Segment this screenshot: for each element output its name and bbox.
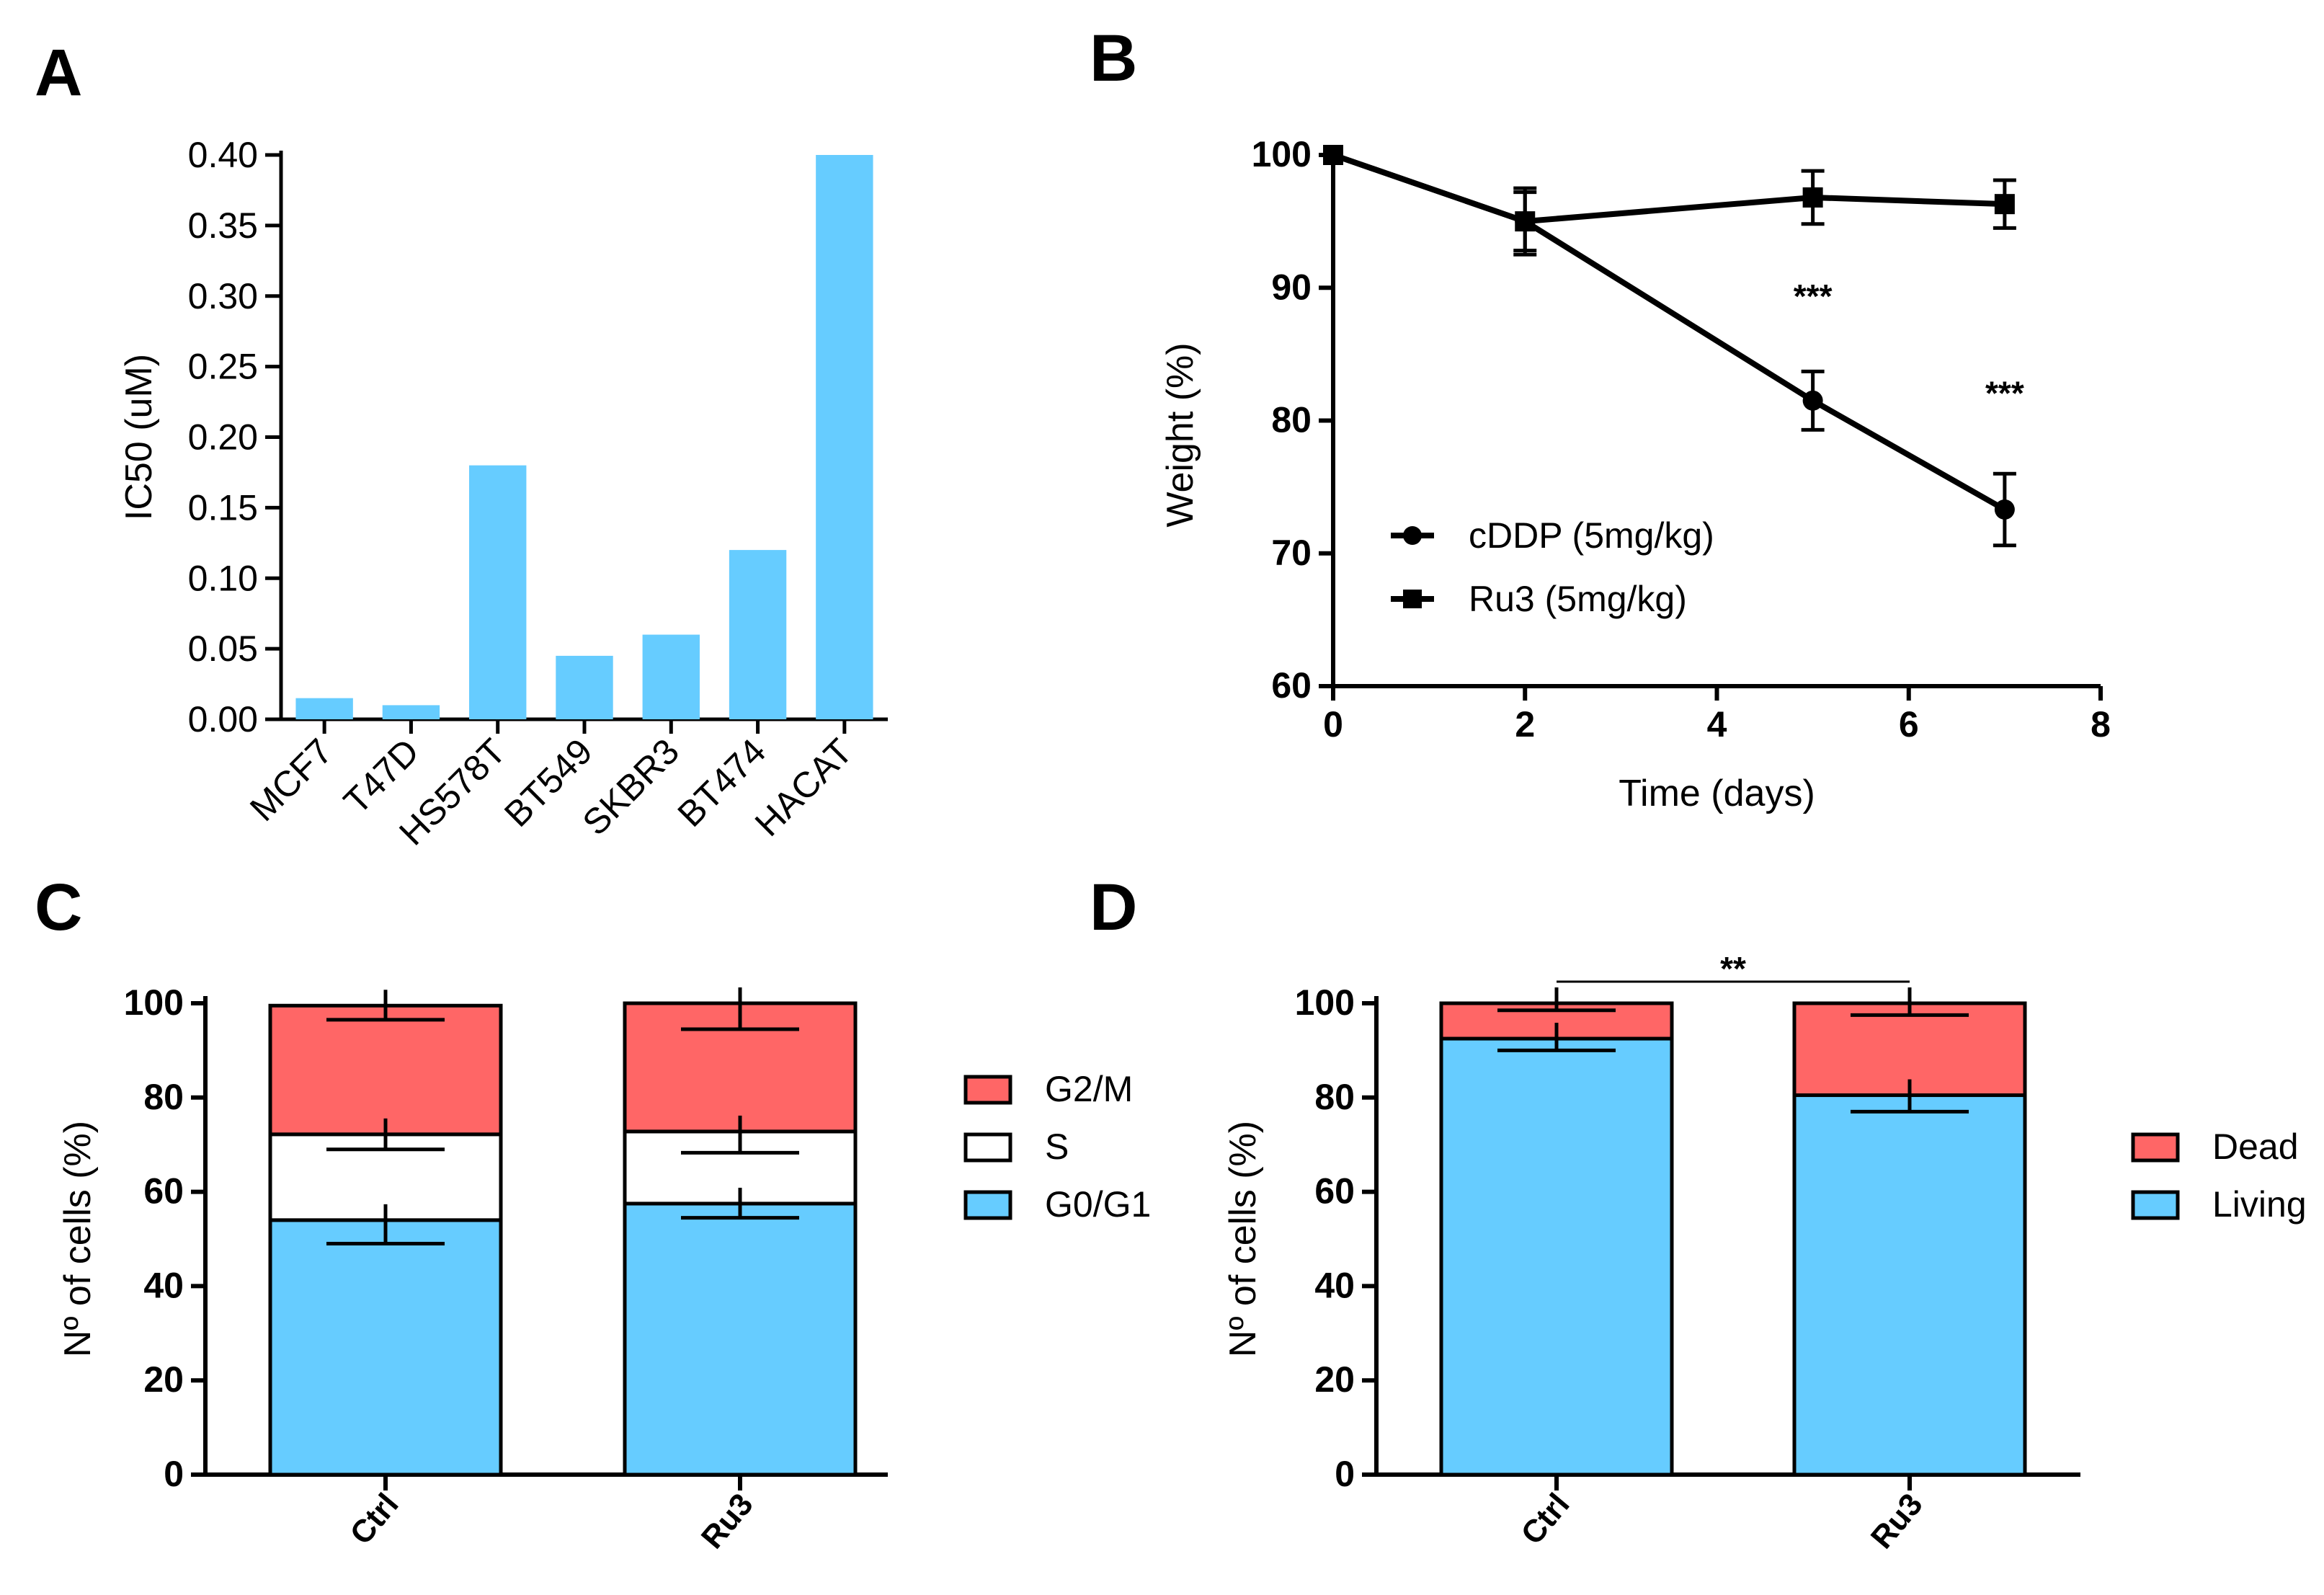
b-point-ru3 [1802, 187, 1823, 208]
b-significance-label: *** [1794, 277, 1833, 315]
c-x-tick-label: Ctrl [343, 1487, 405, 1552]
d-y-tick-label: 40 [1314, 1265, 1355, 1305]
c-y-axis-title: Nº of cells (%) [57, 1121, 99, 1357]
d-legend-swatch-living [2131, 1190, 2180, 1220]
c-legend-swatch-s [963, 1132, 1012, 1163]
a-bar-bt549 [556, 655, 613, 719]
b-x-tick-label: 4 [1707, 704, 1727, 745]
c-legend-label: G0/G1 [1045, 1184, 1151, 1225]
b-point-ru3 [1515, 211, 1536, 232]
d-legend-label: Dead [2212, 1127, 2299, 1167]
c-y-tick-label: 80 [143, 1077, 184, 1117]
panel-d-chart: 0 20 40 60 80 100 Ctrl Ru3 Nº of cells (%) Dead Li… [1222, 950, 2307, 1555]
a-y-tick-label: 0.25 [188, 347, 258, 387]
c-legend-swatch-g0g1 [963, 1190, 1012, 1220]
b-point-ru3 [1323, 145, 1343, 165]
b-legend-marker-square [1403, 590, 1422, 608]
b-series-line-1 [1332, 152, 2005, 225]
d-y-tick-label: 100 [1295, 982, 1355, 1023]
b-x-tick-label: 6 [1899, 704, 1919, 745]
d-segment-living-ctrl [1439, 1036, 1674, 1477]
c-y-tick-label: 20 [143, 1359, 184, 1400]
c-y-tick-label: 100 [124, 982, 184, 1023]
b-significance-label: *** [1985, 374, 2024, 412]
a-bar-bt474 [729, 550, 787, 719]
b-x-tick-label: 0 [1323, 704, 1343, 745]
d-y-tick-label: 20 [1314, 1359, 1355, 1400]
a-y-axis-title: IC50 (uM) [118, 354, 160, 520]
d-y-tick-label: 80 [1314, 1077, 1355, 1117]
a-x-tick-label: MCF7 [242, 731, 340, 829]
a-y-tick-label: 0.20 [188, 417, 258, 458]
d-significance-label: ** [1720, 950, 1746, 987]
panel-d-letter: D [1090, 871, 1137, 944]
a-x-tick-label: SKBR3 [575, 731, 687, 843]
panel-c-chart: 0 20 40 60 80 100 Ctrl Ru3 Nº of cells (%) G2/M SG… [57, 982, 1151, 1555]
a-x-tick-label: HACAT [747, 731, 860, 844]
b-y-tick-label: 100 [1252, 134, 1312, 174]
a-y-tick-label: 0.30 [188, 276, 258, 316]
b-legend-marker-circle [1403, 526, 1422, 545]
a-y-tick-label: 0.40 [188, 135, 258, 175]
b-y-tick-label: 90 [1271, 267, 1312, 307]
b-y-tick-label: 70 [1271, 533, 1312, 573]
d-legend-swatch-dead [2131, 1132, 2180, 1163]
c-segment-g2m-ctrl [268, 1003, 503, 1137]
c-y-tick-label: 0 [164, 1454, 184, 1494]
a-bar-hacat [816, 155, 873, 719]
b-point-ru3 [1994, 194, 2015, 215]
c-y-tick-label: 40 [143, 1265, 184, 1305]
panel-c-letter: C [35, 871, 82, 944]
d-y-axis-title: Nº of cells (%) [1222, 1121, 1264, 1357]
d-x-tick-label: Ru3 [1864, 1487, 1930, 1555]
a-y-tick-label: 0.05 [188, 628, 258, 669]
b-y-tick-label: 60 [1271, 665, 1312, 706]
c-legend-swatch-g2m [963, 1075, 1012, 1105]
c-y-tick-label: 60 [143, 1171, 184, 1212]
d-legend-label: Living [2212, 1184, 2307, 1225]
a-y-tick-label: 0.00 [188, 699, 258, 739]
b-y-axis-title: Weight (%) [1159, 342, 1201, 527]
b-point-cddp [1802, 390, 1823, 411]
a-bar-mcf7 [295, 698, 353, 719]
c-segment-g0g1-ctrl [268, 1218, 503, 1477]
c-legend-label: G2/M [1045, 1069, 1133, 1109]
d-x-tick-label: Ctrl [1514, 1487, 1576, 1552]
d-segment-living-ru3 [1792, 1093, 2027, 1477]
a-y-tick-label: 0.35 [188, 205, 258, 246]
a-y-tick-label: 0.15 [188, 487, 258, 528]
b-x-tick-label: 8 [2091, 704, 2111, 745]
a-y-tick-label: 0.10 [188, 558, 258, 598]
b-x-tick-label: 2 [1515, 704, 1535, 745]
c-legend-label: S [1045, 1127, 1069, 1167]
c-x-tick-label: Ru3 [695, 1487, 760, 1555]
b-legend-label: Ru3 (5mg/kg) [1469, 579, 1687, 619]
b-x-axis-title: Time (days) [1619, 773, 1815, 814]
a-bar-skbr3 [642, 634, 700, 719]
panel-a-chart: 0.00 0.05 0.10 0.15 0.20 0.25 0.30 0.35 0.40 MCF7… [118, 135, 888, 853]
panel-b-letter: B [1090, 22, 1137, 95]
b-y-tick-label: 80 [1271, 400, 1312, 440]
d-y-tick-label: 0 [1335, 1454, 1355, 1494]
a-bar-t47d [382, 705, 440, 719]
panel-a-letter: A [35, 36, 82, 110]
d-y-tick-label: 60 [1314, 1171, 1355, 1212]
b-legend-label: cDDP (5mg/kg) [1469, 515, 1714, 556]
c-segment-g0g1-ru3 [623, 1201, 858, 1477]
a-bar-hs578t [469, 465, 527, 719]
panel-b-chart: 60 70 80 90 100 0 2 4 6 8 *** *** cDDP (5mg/kg) Ru3 (… [1159, 134, 2111, 814]
b-point-cddp [1994, 499, 2015, 520]
